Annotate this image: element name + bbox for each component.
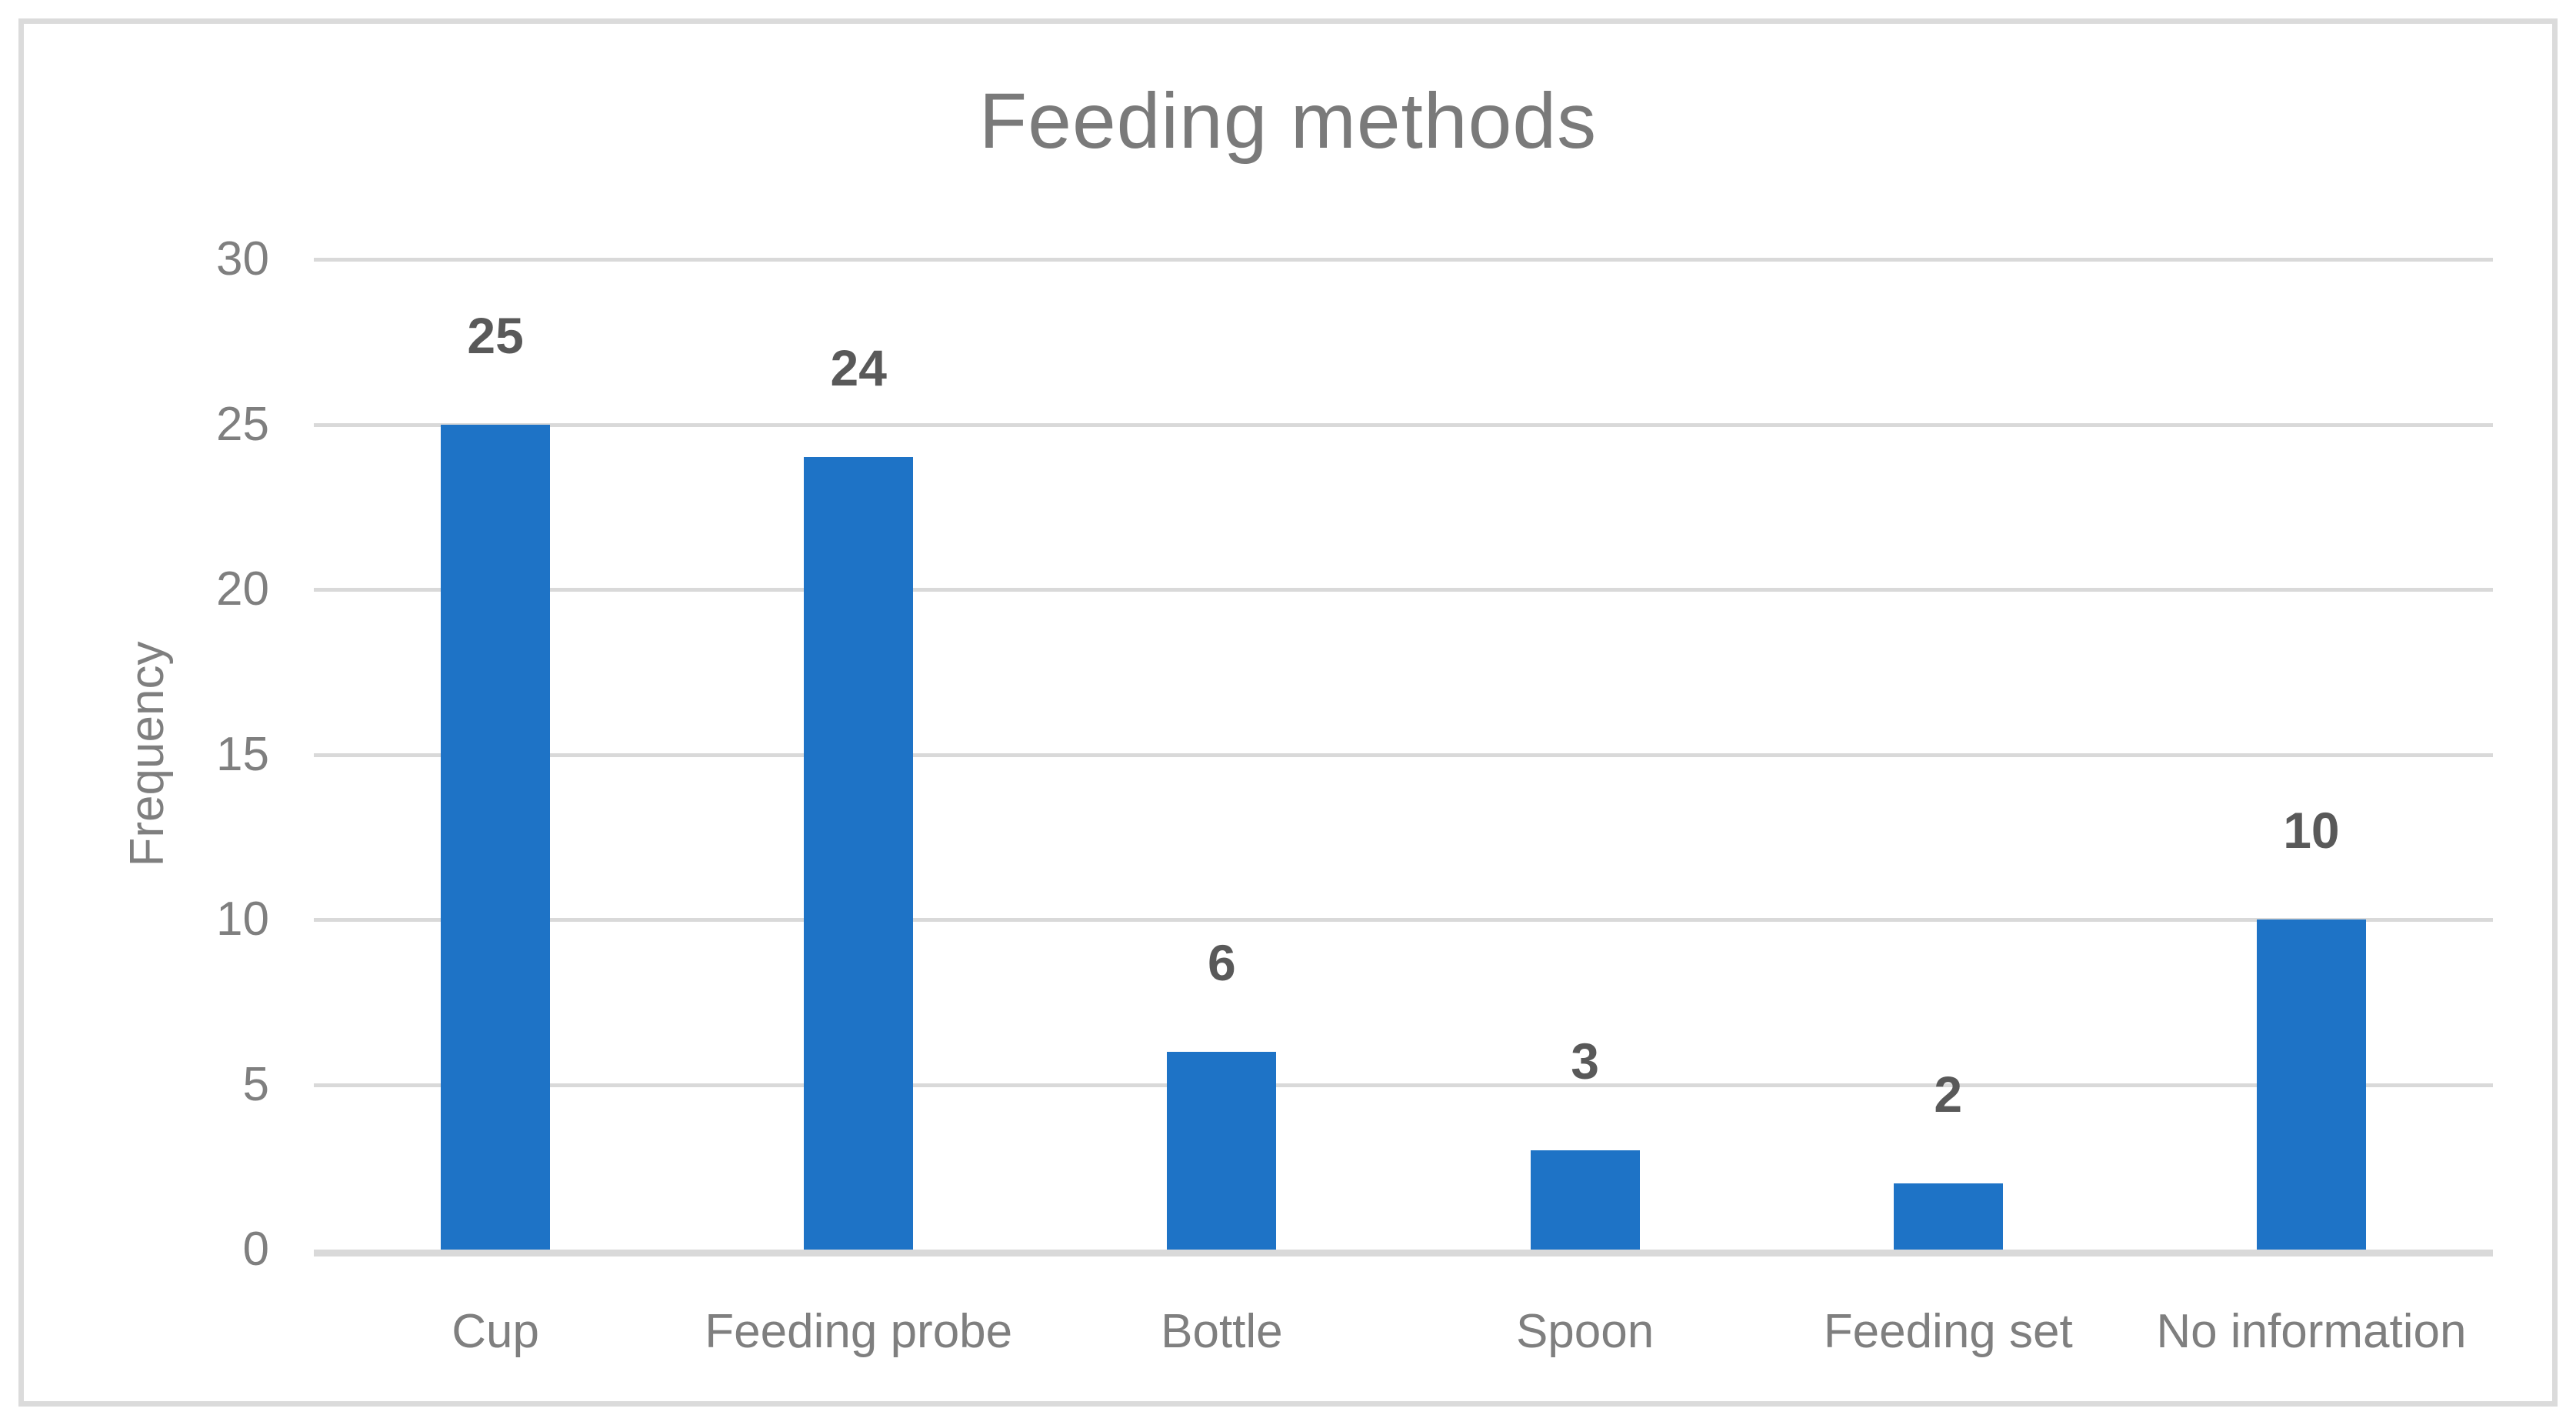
category-label: No information [2156,1305,2467,1358]
chart-title: Feeding methods [978,77,1598,165]
y-tick-label-15: 15 [216,727,269,781]
gridline-25 [314,422,2493,427]
bar-bottle [1167,1051,1277,1250]
category-label: Spoon [1515,1305,1655,1358]
bar-feeding-probe [804,457,914,1250]
category-label: Feeding set [1823,1305,2073,1358]
data-label: 10 [2283,802,2340,859]
y-tick-label-10: 10 [216,893,269,946]
gridline-30 [314,258,2493,262]
gridline-5 [314,1083,2493,1087]
y-tick-label-20: 20 [216,562,269,616]
data-label: 2 [1934,1066,1963,1123]
category-label: Feeding probe [705,1305,1013,1358]
y-tick-label-0: 0 [242,1223,269,1276]
category-label: Bottle [1161,1305,1283,1358]
data-label: 3 [1571,1033,1599,1090]
gridline-15 [314,753,2493,757]
gridline-20 [314,588,2493,592]
data-label: 24 [830,339,887,397]
bar-cup [441,424,551,1250]
y-tick-label-25: 25 [216,397,269,451]
category-label: Cup [452,1305,539,1358]
chart-outer-border [18,18,2558,1407]
y-tick-label-30: 30 [216,232,269,285]
bar-no-information [2256,919,2366,1250]
data-label: 6 [1208,933,1236,991]
data-label: 25 [467,306,524,364]
bar-feeding-set [1893,1183,2003,1250]
bar-spoon [1530,1150,1640,1250]
y-tick-label-5: 5 [242,1057,269,1111]
gridline-10 [314,918,2493,922]
x-axis-line [314,1250,2493,1256]
